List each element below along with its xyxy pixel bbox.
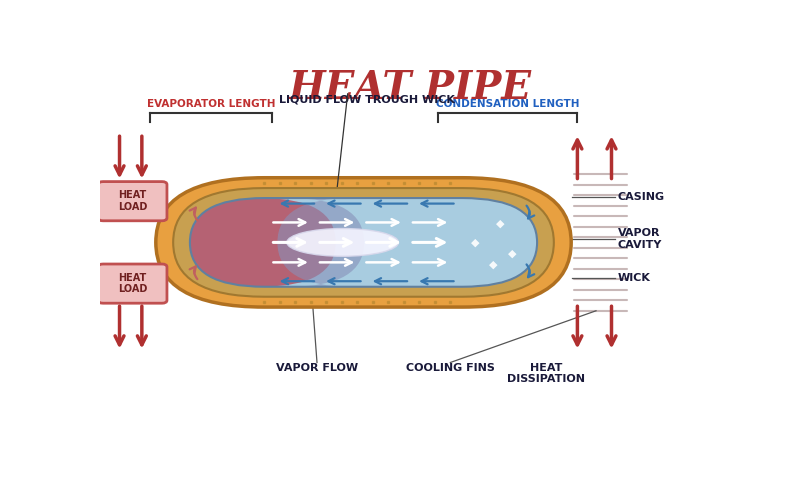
FancyBboxPatch shape xyxy=(98,264,167,303)
FancyBboxPatch shape xyxy=(190,198,336,287)
Text: VAPOR
CAVITY: VAPOR CAVITY xyxy=(618,228,662,250)
FancyBboxPatch shape xyxy=(173,188,554,297)
FancyBboxPatch shape xyxy=(278,198,364,287)
FancyBboxPatch shape xyxy=(156,178,571,307)
Text: HEAT
LOAD: HEAT LOAD xyxy=(118,191,147,212)
FancyBboxPatch shape xyxy=(98,181,167,221)
Text: HEAT
DISSIPATION: HEAT DISSIPATION xyxy=(507,362,586,384)
Text: HEAT PIPE: HEAT PIPE xyxy=(289,69,531,107)
Text: ◆: ◆ xyxy=(490,260,498,270)
Text: VAPOR FLOW: VAPOR FLOW xyxy=(276,362,358,372)
Text: EVAPORATOR LENGTH: EVAPORATOR LENGTH xyxy=(146,99,275,109)
Text: CASING: CASING xyxy=(618,192,665,202)
Text: CONDENSATION LENGTH: CONDENSATION LENGTH xyxy=(436,99,579,109)
Text: ◆: ◆ xyxy=(508,249,517,259)
Text: LIQUID FLOW TROUGH WICK: LIQUID FLOW TROUGH WICK xyxy=(278,95,454,105)
FancyBboxPatch shape xyxy=(190,198,537,287)
Ellipse shape xyxy=(287,228,398,256)
Text: HEAT
LOAD: HEAT LOAD xyxy=(118,273,147,294)
Text: COOLING FINS: COOLING FINS xyxy=(406,362,494,372)
Text: WICK: WICK xyxy=(618,273,650,283)
Text: ◆: ◆ xyxy=(496,219,504,229)
Text: ◆: ◆ xyxy=(471,238,479,247)
